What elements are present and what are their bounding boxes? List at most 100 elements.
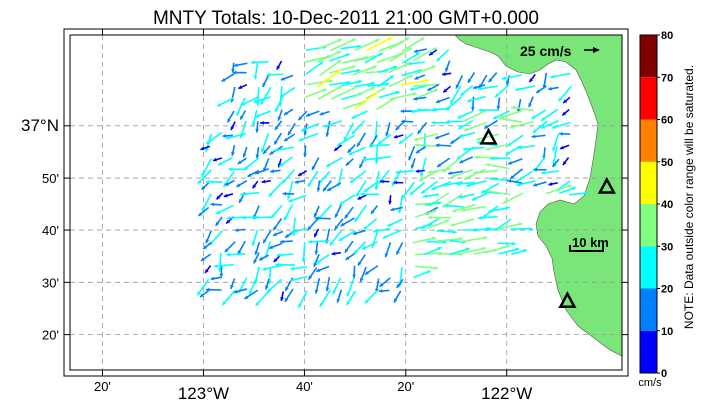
current-vector-head bbox=[325, 287, 330, 292]
current-vector-head bbox=[391, 182, 396, 187]
current-vector bbox=[388, 36, 410, 50]
colorbar-tick-label: 70 bbox=[661, 72, 673, 84]
current-vector bbox=[413, 88, 438, 101]
current-vector-head bbox=[226, 216, 231, 220]
current-vector-head bbox=[280, 239, 284, 244]
current-vector-head bbox=[336, 69, 341, 74]
current-vector-head bbox=[414, 137, 418, 141]
current-vector bbox=[452, 203, 476, 213]
current-vector-head bbox=[568, 184, 572, 189]
current-vector-head bbox=[359, 164, 363, 169]
current-vector-head bbox=[357, 261, 362, 266]
current-vector-head bbox=[466, 183, 471, 187]
current-vector-head bbox=[240, 192, 244, 197]
current-vector-head bbox=[458, 125, 463, 129]
current-vector bbox=[460, 236, 488, 243]
colorbar-tick-label: 30 bbox=[661, 241, 673, 253]
current-vector-head bbox=[372, 65, 377, 70]
current-vector-head bbox=[351, 130, 356, 135]
current-vector-head bbox=[353, 250, 358, 254]
current-vector-head bbox=[352, 231, 357, 236]
current-vector-head bbox=[323, 187, 327, 192]
colorbar-tick-label: 20 bbox=[661, 284, 673, 296]
current-vector-head bbox=[240, 115, 244, 120]
lat-tick-label: 40' bbox=[42, 223, 59, 238]
current-vector-head bbox=[450, 140, 455, 144]
current-vector-head bbox=[326, 163, 331, 167]
colorbar-tick-label: 50 bbox=[661, 157, 673, 169]
current-vector bbox=[418, 169, 439, 182]
current-vector-head bbox=[285, 286, 289, 291]
current-vector bbox=[305, 60, 324, 75]
current-vector-head bbox=[515, 87, 520, 92]
current-vector-head bbox=[262, 266, 267, 271]
current-vector-head bbox=[474, 155, 478, 160]
current-vector-head bbox=[371, 81, 375, 86]
current-vector-head bbox=[336, 298, 341, 303]
current-vector-head bbox=[364, 299, 369, 304]
current-vector-head bbox=[254, 250, 259, 255]
current-vector bbox=[306, 79, 333, 86]
current-vector bbox=[485, 143, 509, 151]
current-vector bbox=[329, 81, 351, 86]
current-vector bbox=[354, 38, 380, 52]
colorbar-tick-label: 60 bbox=[661, 115, 673, 127]
current-vector-head bbox=[394, 298, 398, 303]
current-vector-head bbox=[531, 134, 536, 139]
current-vector-head bbox=[280, 93, 285, 98]
current-vector-head bbox=[225, 135, 230, 140]
current-vector-head bbox=[443, 88, 448, 93]
current-vector-head bbox=[270, 169, 275, 174]
current-vector-head bbox=[200, 146, 205, 151]
current-vector bbox=[462, 110, 487, 123]
current-vector-head bbox=[387, 37, 392, 41]
colorbar-note: NOTE: Data outside color range will be s… bbox=[682, 65, 696, 329]
current-vector-head bbox=[435, 143, 440, 148]
current-vector-head bbox=[202, 207, 206, 212]
current-vector-head bbox=[205, 269, 209, 274]
colorbar-segment bbox=[640, 204, 657, 247]
current-vector-head bbox=[298, 303, 302, 308]
current-vector-head bbox=[329, 241, 334, 246]
current-vector-head bbox=[256, 102, 260, 106]
current-vector-head bbox=[459, 159, 464, 164]
current-vector-head bbox=[360, 192, 365, 197]
current-vector-head bbox=[434, 266, 439, 270]
current-vector-head bbox=[273, 258, 278, 263]
current-vector-head bbox=[205, 239, 210, 244]
current-vector-head bbox=[461, 208, 465, 213]
current-vector-head bbox=[276, 253, 281, 258]
current-vector-head bbox=[346, 292, 351, 297]
current-vector-head bbox=[431, 186, 436, 191]
current-vector-head bbox=[322, 88, 327, 93]
current-vector-head bbox=[384, 253, 389, 258]
current-vector bbox=[462, 247, 487, 254]
current-vector-head bbox=[222, 133, 227, 138]
current-vector-head bbox=[426, 270, 431, 275]
current-vector-head bbox=[444, 203, 449, 208]
current-vector bbox=[497, 222, 523, 230]
current-vector-head bbox=[285, 234, 290, 238]
current-vector-head bbox=[307, 226, 312, 230]
current-vector-head bbox=[286, 195, 291, 200]
current-vector-head bbox=[225, 182, 230, 186]
current-vector-head bbox=[238, 85, 243, 89]
lon-tick-label: 20' bbox=[94, 379, 111, 394]
current-vector-head bbox=[319, 61, 324, 66]
current-vector-head bbox=[374, 288, 379, 293]
current-vector-head bbox=[484, 125, 489, 129]
current-vector-head bbox=[212, 157, 217, 162]
current-vector-head bbox=[415, 52, 420, 57]
current-vector-head bbox=[463, 147, 467, 152]
current-vector-head bbox=[280, 297, 284, 301]
current-vector-head bbox=[473, 85, 477, 90]
current-vector bbox=[466, 180, 487, 187]
current-vector-head bbox=[428, 215, 432, 220]
current-vector bbox=[463, 146, 485, 151]
current-vector-head bbox=[436, 57, 441, 62]
current-vector-head bbox=[375, 38, 380, 43]
current-vector-head bbox=[200, 293, 205, 298]
current-vector-head bbox=[334, 225, 339, 230]
current-vector-head bbox=[288, 198, 293, 203]
current-vector-head bbox=[505, 151, 510, 155]
